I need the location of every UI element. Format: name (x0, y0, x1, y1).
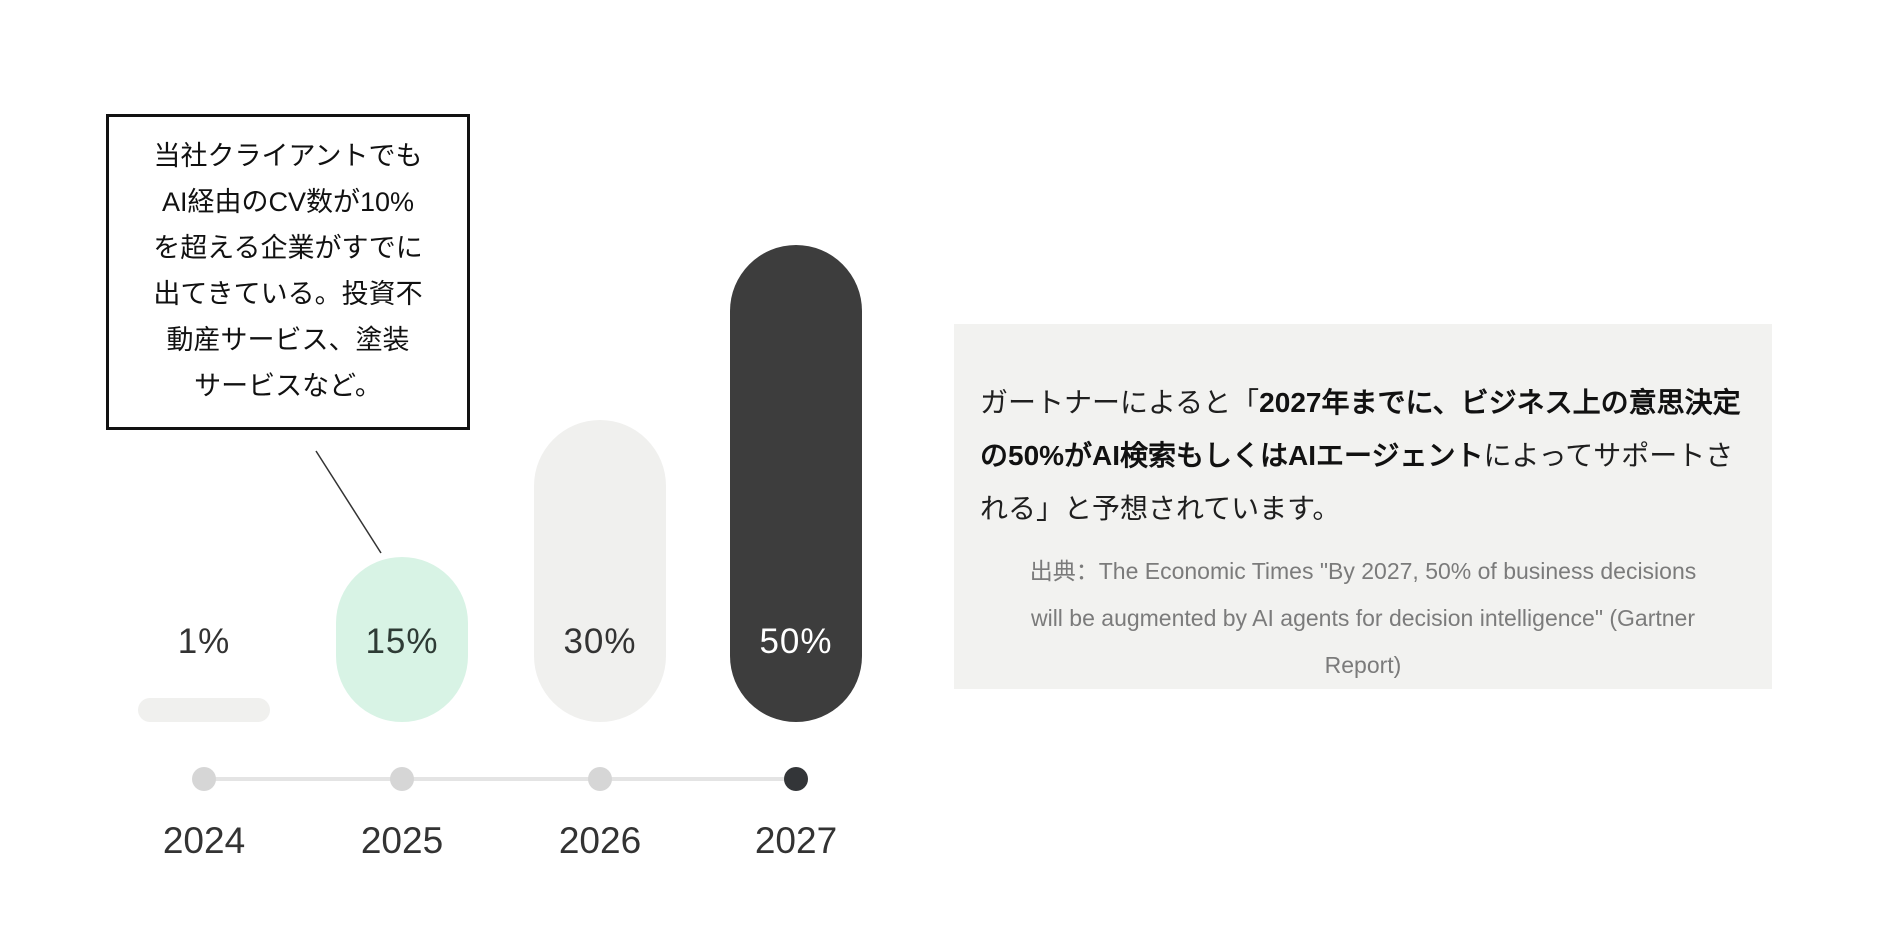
value-label-2024: 1% (177, 622, 231, 661)
year-label-2027: 2027 (754, 820, 838, 861)
timeline-dot-2024 (192, 767, 216, 791)
value-label-2026: 30% (563, 622, 637, 661)
quote-panel: ガートナーによると「2027年までに、ビジネス上の意思決定の50%がAI検索もし… (954, 324, 1772, 689)
citation-text: 出典：The Economic Times "By 2027, 50% of b… (1029, 557, 1697, 678)
callout-text: 当社クライアントでも AI経由のCV数が10% を超える企業がすでに 出てきてい… (153, 141, 423, 401)
timeline-dot-2025 (390, 767, 414, 791)
timeline-axis (204, 777, 796, 781)
year-label-2024: 2024 (162, 820, 246, 861)
callout-box: 当社クライアントでも AI経由のCV数が10% を超える企業がすでに 出てきてい… (106, 114, 470, 430)
value-label-2027: 50% (759, 622, 833, 661)
quote-text-pre: ガートナーによると「 (980, 387, 1260, 418)
bar-2024 (138, 698, 270, 722)
quote-paragraph: ガートナーによると「2027年までに、ビジネス上の意思決定の50%がAI検索もし… (954, 324, 1772, 536)
year-label-2026: 2026 (558, 820, 642, 861)
bar-2027 (730, 245, 862, 722)
value-label-2025: 15% (365, 622, 439, 661)
timeline-dot-2027 (784, 767, 808, 791)
timeline-dot-2026 (588, 767, 612, 791)
year-label-2025: 2025 (360, 820, 444, 861)
quote-text-post: によってサポートされる」と予想されています。 (980, 440, 1734, 525)
bar-2025 (336, 557, 468, 722)
bar-2026 (534, 420, 666, 722)
quote-text-bold: 2027年までに、ビジネス上の意思決定の50%がAI検索もしくはAIエージェント (980, 387, 1741, 472)
